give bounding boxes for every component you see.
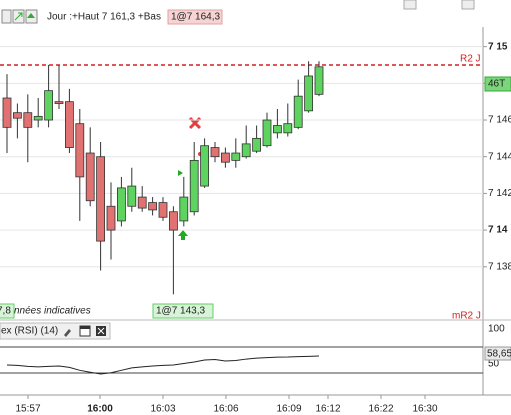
candle [241,125,251,159]
top-badge: 1@7 164,3 [171,12,221,23]
candle [200,138,210,188]
candle-body [2,97,12,128]
candle [65,88,74,154]
candle-body [127,185,137,207]
price-badge: 46T [488,79,505,90]
x-tick-label: 16:09 [276,404,301,415]
candle-body [137,196,147,209]
candle [127,167,137,212]
candle [189,142,199,216]
candle [272,109,282,139]
x-tick-label: 16:30 [412,404,437,415]
candle-body [158,202,168,218]
x-tick-label: 16:06 [213,404,238,415]
candle-body [85,152,95,202]
top-badge-box [167,9,223,25]
rsi-line [6,355,320,375]
rsi-mid-label: 50 [488,359,500,370]
candle [85,127,95,207]
candle-body [148,202,158,211]
rsi-last-box [484,346,511,361]
candle-body [220,152,230,163]
x-tick-label: 16:00 [87,404,113,415]
candle-body [179,196,189,222]
candle-body [44,90,53,121]
candle [148,197,158,216]
candle [283,103,293,137]
left-badge: 7,8 [0,306,11,317]
rsi-last-label: 58,65 [487,349,511,360]
candle [168,206,178,295]
candle [54,64,64,110]
rsi-icons [64,325,106,337]
candle [304,61,314,113]
candle [231,138,241,168]
toolbar-icons [1,0,475,24]
rsi-title: ex (RSI) (14) [1,326,58,337]
candle-body [241,143,251,158]
candle-body [75,123,85,178]
candle [12,103,22,139]
y-tick-label: 7 14 [488,225,508,236]
candle-body [304,75,314,112]
candle-body [272,125,282,134]
candle-body [293,95,303,128]
lower-level-label: mR2 J [452,311,481,322]
candle-body [65,101,74,148]
candle-body [96,156,105,242]
candle-body [106,205,116,231]
candle [293,79,303,130]
candle [158,197,168,221]
toolbar-text: Jour :+Haut 7 161,3 +Bas [47,12,161,23]
candle-body [12,112,22,119]
x-tick-label: 16:22 [368,404,393,415]
candle [314,61,324,97]
candle [33,98,43,128]
candle-body [314,66,324,95]
candle-body [23,112,33,128]
price-badge-box [484,76,511,92]
y-tick-label: 7 142 [488,188,511,199]
y-tick-label: 7 146 [488,115,511,126]
rsi-top-label: 100 [488,324,505,335]
candle [2,74,12,154]
candle [179,176,189,227]
candle [106,182,116,260]
candle [210,142,220,163]
x-tick-label: 16:12 [315,404,340,415]
low-badge: 1@7 143,3 [156,306,206,317]
candle-body [54,101,64,104]
candle [23,94,33,163]
x-tick-label: 15:57 [15,404,40,415]
x-tick-label: 16:03 [150,404,175,415]
candle-body [231,152,241,161]
y-tick-label: 7 144 [488,151,511,162]
candle [75,109,85,221]
candle [220,147,230,168]
candle [96,142,105,271]
candle-body [200,145,210,187]
candle-body [262,119,272,147]
candle-body [210,147,220,158]
candle-body [189,159,199,213]
y-tick-label: 7 138 [488,261,511,272]
candle-body [33,115,43,121]
candle [117,176,126,227]
left-badge-box [0,303,15,319]
candle [44,64,53,128]
candle [137,186,147,212]
y-tick-label: 7 15 [488,41,508,52]
candle [252,125,262,154]
candle-body [283,123,293,134]
candle-body [168,211,178,231]
candle-body [117,187,126,222]
low-badge-box [152,303,214,319]
notice: nnées indicatives [14,306,91,317]
level-label: R2 J [460,54,481,65]
candle [262,112,272,148]
candle-body [252,137,262,152]
